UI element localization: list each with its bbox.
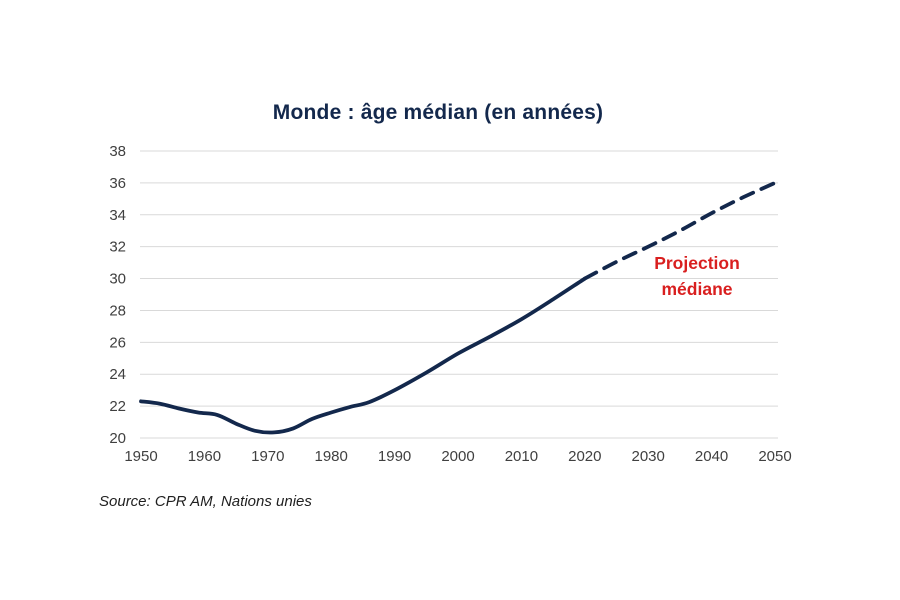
series-line-dashed xyxy=(582,181,777,281)
y-tick-label-20: 20 xyxy=(109,430,126,447)
annotation-line-1: Projection xyxy=(654,253,740,273)
annotation-line-2: médiane xyxy=(661,279,733,299)
y-tick-label-38: 38 xyxy=(109,143,126,160)
y-tick-label-34: 34 xyxy=(109,207,126,224)
series-line-solid xyxy=(139,276,587,435)
x-tick-label-2030: 2030 xyxy=(632,448,665,465)
x-tick-label-1970: 1970 xyxy=(251,448,284,465)
x-tick-label-1950: 1950 xyxy=(124,448,157,465)
projection-annotation: Projection médiane xyxy=(612,250,782,302)
y-tick-label-28: 28 xyxy=(109,302,126,319)
y-tick-label-24: 24 xyxy=(109,366,126,383)
source-caption: Source: CPR AM, Nations unies xyxy=(99,493,312,510)
y-tick-label-36: 36 xyxy=(109,175,126,192)
x-tick-label-2000: 2000 xyxy=(441,448,474,465)
x-tick-label-2010: 2010 xyxy=(505,448,538,465)
x-tick-label-1980: 1980 xyxy=(315,448,348,465)
y-tick-label-32: 32 xyxy=(109,239,126,256)
x-tick-label-2050: 2050 xyxy=(758,448,791,465)
x-tick-label-2020: 2020 xyxy=(568,448,601,465)
chart-title: Monde : âge médian (en années) xyxy=(272,101,604,124)
x-tick-label-1990: 1990 xyxy=(378,448,411,465)
x-tick-label-1960: 1960 xyxy=(188,448,221,465)
y-tick-label-30: 30 xyxy=(109,271,126,288)
y-tick-label-22: 22 xyxy=(109,398,126,415)
y-tick-label-26: 26 xyxy=(109,334,126,351)
x-tick-label-2040: 2040 xyxy=(695,448,728,465)
